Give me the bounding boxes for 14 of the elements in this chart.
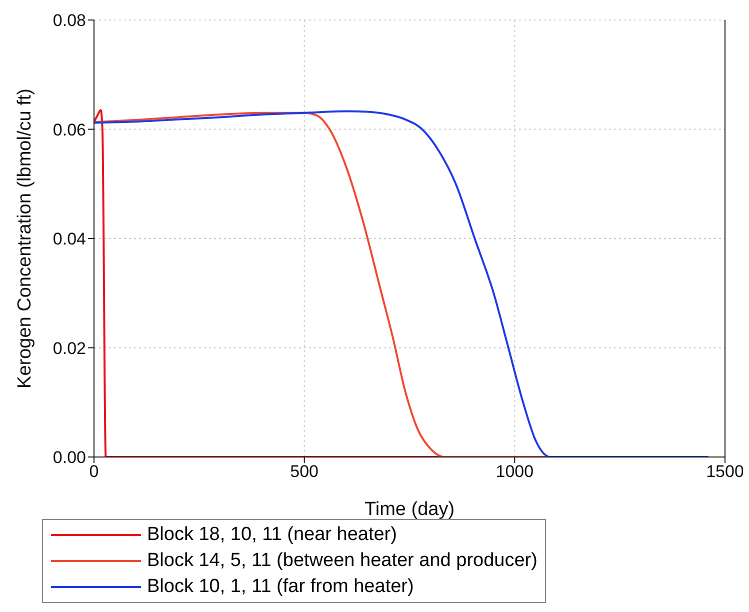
legend-label: Block 14, 5, 11 (between heater and producer) bbox=[147, 549, 538, 573]
x-tick-label: 500 bbox=[290, 462, 319, 482]
x-tick-label: 1000 bbox=[496, 462, 534, 482]
x-axis-title: Time (day) bbox=[364, 499, 455, 520]
y-tick-label: 0.02 bbox=[52, 338, 86, 358]
y-tick-label: 0.06 bbox=[52, 120, 86, 140]
legend-label: Block 10, 1, 11 (far from heater) bbox=[147, 575, 414, 599]
y-tick-label: 0.08 bbox=[52, 11, 86, 30]
y-tick-label: 0.00 bbox=[52, 448, 86, 468]
y-tick-label: 0.04 bbox=[52, 230, 86, 249]
legend-label: Block 18, 10, 11 (near heater) bbox=[147, 523, 397, 547]
y-axis-title: Kerogen Concentration (lbmol/cu ft) bbox=[14, 88, 36, 388]
x-tick-label: 0 bbox=[89, 462, 99, 482]
x-tick-label: 1500 bbox=[706, 462, 744, 482]
